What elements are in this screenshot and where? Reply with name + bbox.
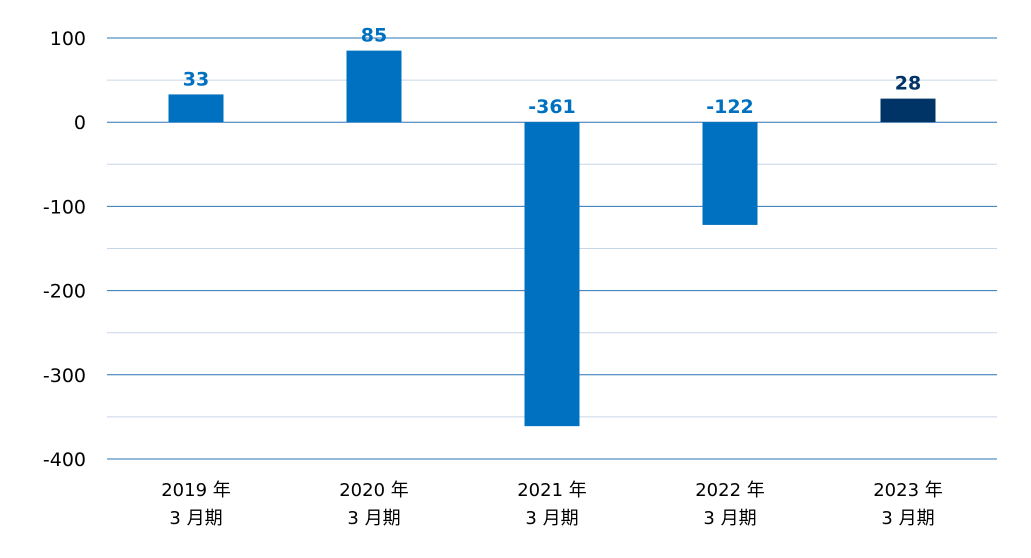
y-tick-label: -200	[43, 281, 86, 303]
category-label: 3 月期	[881, 508, 934, 529]
data-labels: 33 85 -361 -122 28	[183, 25, 921, 119]
category-label: 3 月期	[169, 508, 222, 529]
data-label: 28	[895, 73, 921, 95]
category-label: 2021 年	[517, 480, 587, 501]
y-tick-label: 100	[50, 28, 86, 50]
bar	[346, 50, 402, 123]
data-label: 33	[183, 68, 209, 90]
category-label: 2022 年	[695, 480, 765, 501]
y-tick-label: -300	[43, 365, 86, 387]
category-label: 2019 年	[161, 480, 231, 501]
bar	[880, 98, 936, 123]
y-tick-label: -400	[43, 449, 86, 471]
category-label: 2020 年	[339, 480, 409, 501]
data-label: -122	[706, 96, 754, 118]
category-label: 3 月期	[347, 508, 400, 529]
bar	[702, 122, 758, 225]
y-axis-ticks: 100 0 -100 -200 -300 -400	[43, 28, 86, 471]
data-label: -361	[528, 96, 576, 118]
y-tick-label: -100	[43, 196, 86, 218]
category-labels: 2019 年 3 月期 2020 年 3 月期 2021 年 3 月期 2022 年 3 月期…	[161, 480, 943, 529]
bar	[524, 122, 580, 427]
category-label: 2023 年	[873, 480, 943, 501]
category-label: 3 月期	[525, 508, 578, 529]
bars	[168, 50, 936, 427]
data-label: 85	[361, 25, 387, 47]
y-tick-label: 0	[74, 112, 86, 134]
bar	[168, 94, 224, 123]
category-label: 3 月期	[703, 508, 756, 529]
